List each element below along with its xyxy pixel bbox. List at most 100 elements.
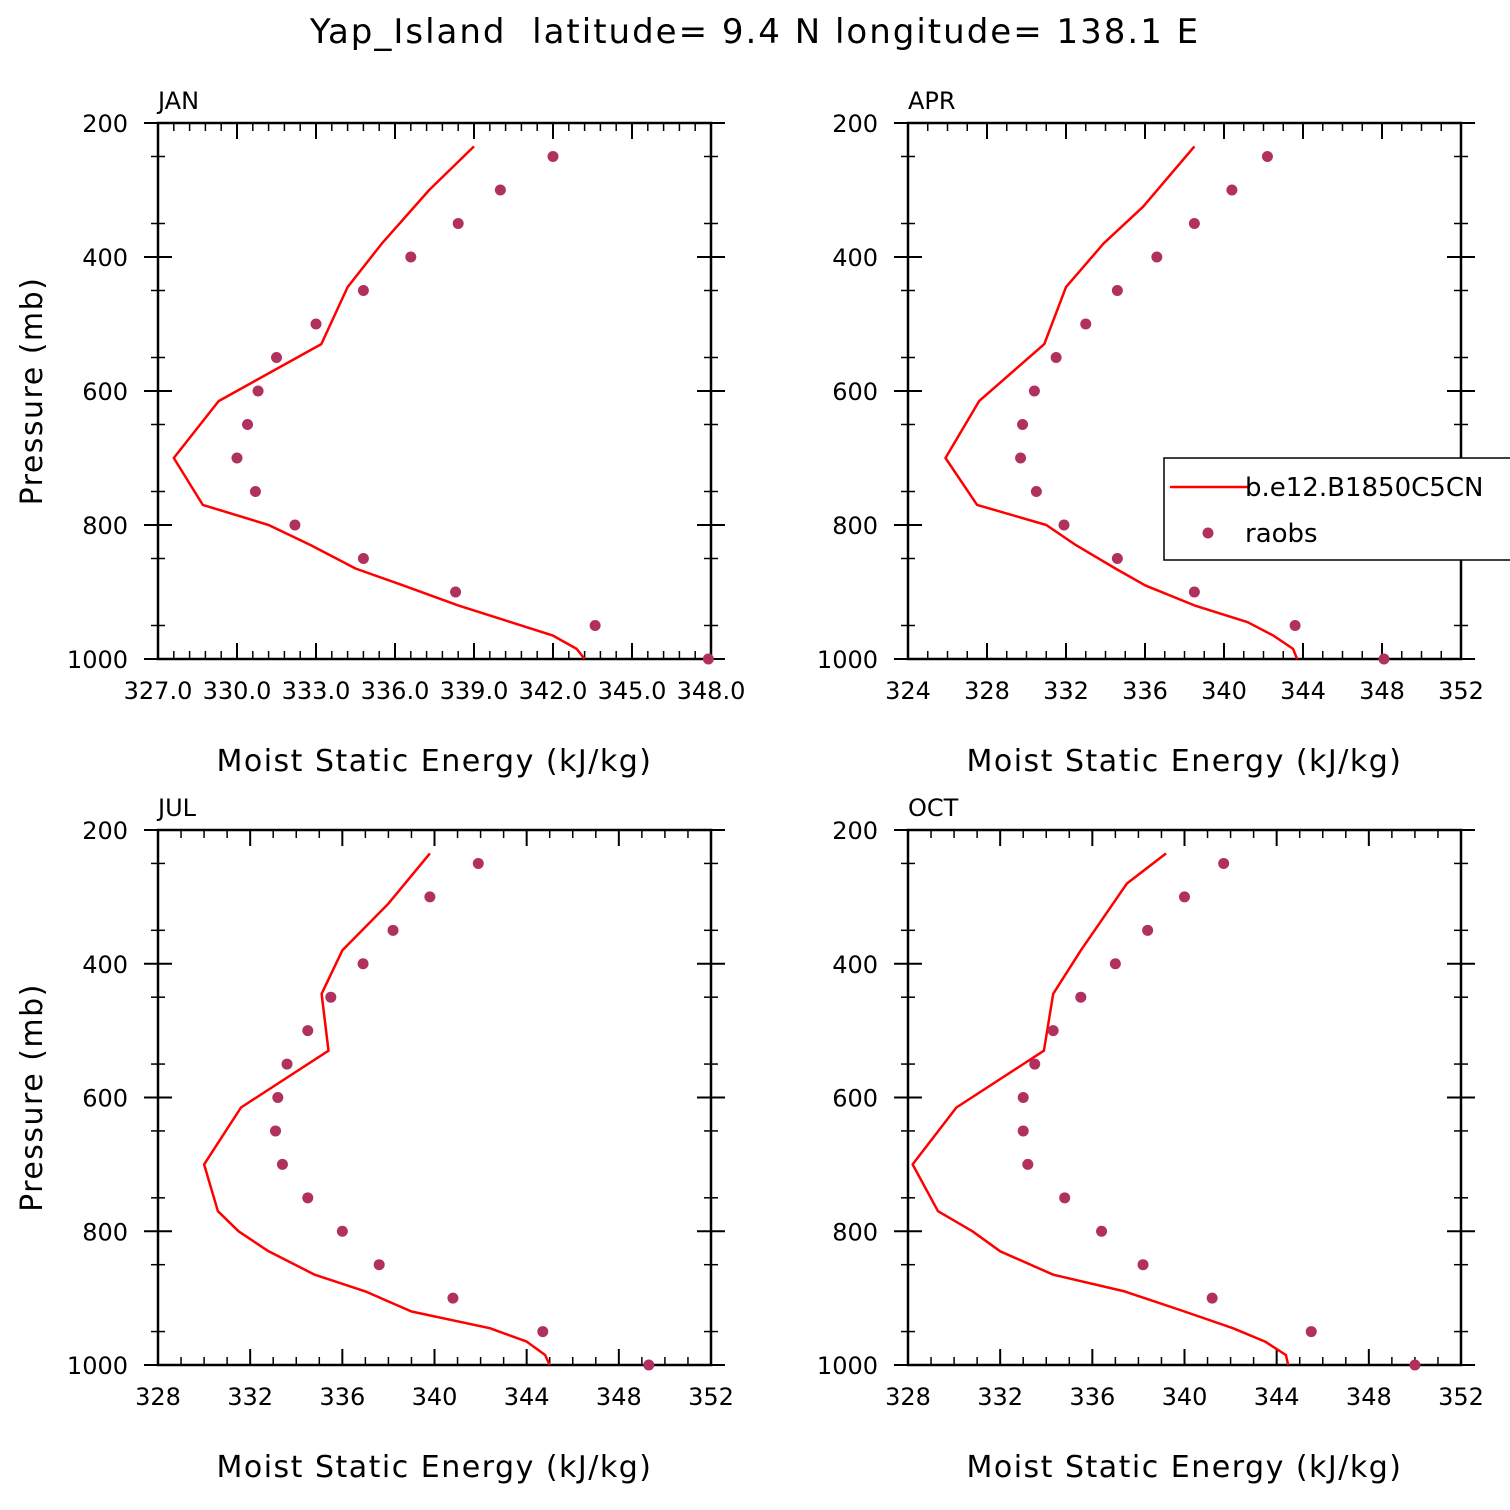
raobs-point	[1137, 1259, 1149, 1271]
y-tick-label: 1000	[817, 1352, 878, 1380]
y-axis-title: Pressure (mb)	[15, 277, 50, 506]
raobs-point	[1017, 1125, 1029, 1137]
raobs-point	[302, 1192, 314, 1204]
y-tick-label: 800	[82, 512, 128, 540]
model-line	[911, 852, 1290, 1366]
x-tick-label: 336	[1069, 1383, 1115, 1411]
legend-marker-raobs	[1202, 527, 1214, 539]
x-tick-label: 327.0	[124, 677, 193, 705]
raobs-point	[387, 924, 399, 936]
raobs-point	[1096, 1225, 1108, 1237]
x-tick-label: 348	[596, 1383, 642, 1411]
raobs-point	[272, 1092, 284, 1103]
raobs-point	[336, 1225, 348, 1237]
raobs-point	[373, 1259, 385, 1271]
raobs-point	[1151, 251, 1163, 263]
raobs-point	[1378, 653, 1390, 665]
x-axis-title: Moist Static Energy (kJ/kg)	[966, 744, 1402, 779]
x-tick-label: 328	[885, 1383, 931, 1411]
y-tick-label: 200	[832, 110, 878, 138]
raobs-point	[1017, 419, 1029, 430]
y-tick-label: 600	[832, 378, 878, 406]
raobs-point	[276, 1158, 288, 1170]
y-tick-label: 200	[82, 110, 128, 138]
y-tick-label: 800	[832, 512, 878, 540]
y-tick-label: 800	[832, 1218, 878, 1246]
legend: b.e12.B1850C5CN raobs	[1163, 457, 1510, 561]
raobs-point	[231, 452, 243, 464]
plot-frame	[906, 828, 1463, 1367]
panel-jul: JUL 328 332 336 340 344 348 352 200 400 600 800 1000…	[15, 794, 734, 1485]
raobs-point	[547, 151, 559, 162]
y-tick-label: 400	[82, 244, 128, 272]
raobs-point	[1059, 1192, 1071, 1204]
raobs-point	[643, 1359, 655, 1371]
raobs-point	[1206, 1292, 1218, 1304]
raobs-point	[1050, 352, 1062, 363]
raobs-point	[302, 1025, 314, 1037]
raobs-point	[1058, 519, 1070, 531]
x-tick-label: 340	[1201, 677, 1247, 705]
legend-box	[1163, 457, 1510, 561]
panel-jan: JAN 327.0 330.0 333.0 336.0 339.0 342.0 345.0 34…	[15, 87, 745, 779]
y-tick-label: 800	[82, 1218, 128, 1246]
x-tick-label: 332	[227, 1383, 273, 1411]
plot-frame	[156, 121, 713, 661]
x-tick-label: 348.0	[677, 677, 746, 705]
panel-oct: OCT 328 332 336 340 344 348 352 200 400 600 800 1000…	[817, 794, 1484, 1485]
y-tick-label: 400	[82, 951, 128, 979]
raobs-point	[537, 1326, 549, 1338]
raobs-point	[472, 857, 484, 869]
plot-frame	[156, 828, 713, 1367]
raobs-point	[702, 653, 714, 665]
raobs-point	[424, 891, 436, 903]
raobs-point	[1022, 1158, 1034, 1170]
model-line	[944, 145, 1299, 660]
x-tick-label: 328	[135, 1383, 181, 1411]
x-tick-label: 348	[1346, 1383, 1392, 1411]
raobs-point	[242, 419, 254, 430]
y-tick-label: 600	[82, 1085, 128, 1113]
y-tick-label: 600	[82, 378, 128, 406]
x-tick-label: 336	[319, 1383, 365, 1411]
x-tick-label: 332	[977, 1383, 1023, 1411]
raobs-point	[249, 486, 261, 497]
x-axis-title: Moist Static Energy (kJ/kg)	[966, 1450, 1402, 1485]
raobs-point	[1305, 1326, 1317, 1338]
y-tick-label: 1000	[67, 646, 128, 674]
raobs-point	[1015, 452, 1027, 464]
raobs-point	[357, 958, 369, 970]
x-tick-label: 352	[1438, 677, 1484, 705]
raobs-point	[1179, 891, 1190, 903]
x-tick-label: 332	[1043, 677, 1089, 705]
y-axis-title: Pressure (mb)	[15, 983, 50, 1212]
raobs-point	[1030, 486, 1042, 497]
x-tick-label: 342.0	[519, 677, 588, 705]
x-tick-label: 340	[412, 1383, 458, 1411]
y-tick-label: 1000	[67, 1352, 128, 1380]
raobs-point	[270, 1125, 282, 1137]
panel-apr: APR 324 328 332 336 340 344 348 352 200 400 600 800 1…	[817, 87, 1484, 779]
raobs-point	[325, 991, 337, 1003]
raobs-point	[589, 620, 601, 631]
panel-label: JUL	[156, 794, 197, 822]
panel-label: OCT	[908, 794, 959, 822]
raobs-point	[452, 218, 464, 229]
figure-title: Yap_Island latitude= 9.4 N longitude= 13…	[309, 12, 1201, 52]
x-axis-title: Moist Static Energy (kJ/kg)	[216, 744, 652, 779]
raobs-point	[252, 385, 264, 397]
x-tick-label: 344	[504, 1383, 550, 1411]
raobs-point	[1218, 857, 1230, 869]
raobs-point	[1111, 285, 1123, 296]
raobs-point	[357, 553, 369, 564]
raobs-point	[1029, 1058, 1041, 1070]
panel-label: JAN	[156, 87, 199, 115]
panel-label: APR	[908, 87, 956, 115]
raobs-point	[1028, 385, 1040, 397]
model-line	[172, 145, 586, 660]
raobs-point	[1409, 1359, 1421, 1371]
x-tick-label: 348	[1359, 677, 1405, 705]
x-axis-title: Moist Static Energy (kJ/kg)	[216, 1450, 652, 1485]
raobs-point	[1142, 924, 1154, 936]
x-tick-label: 328	[964, 677, 1010, 705]
